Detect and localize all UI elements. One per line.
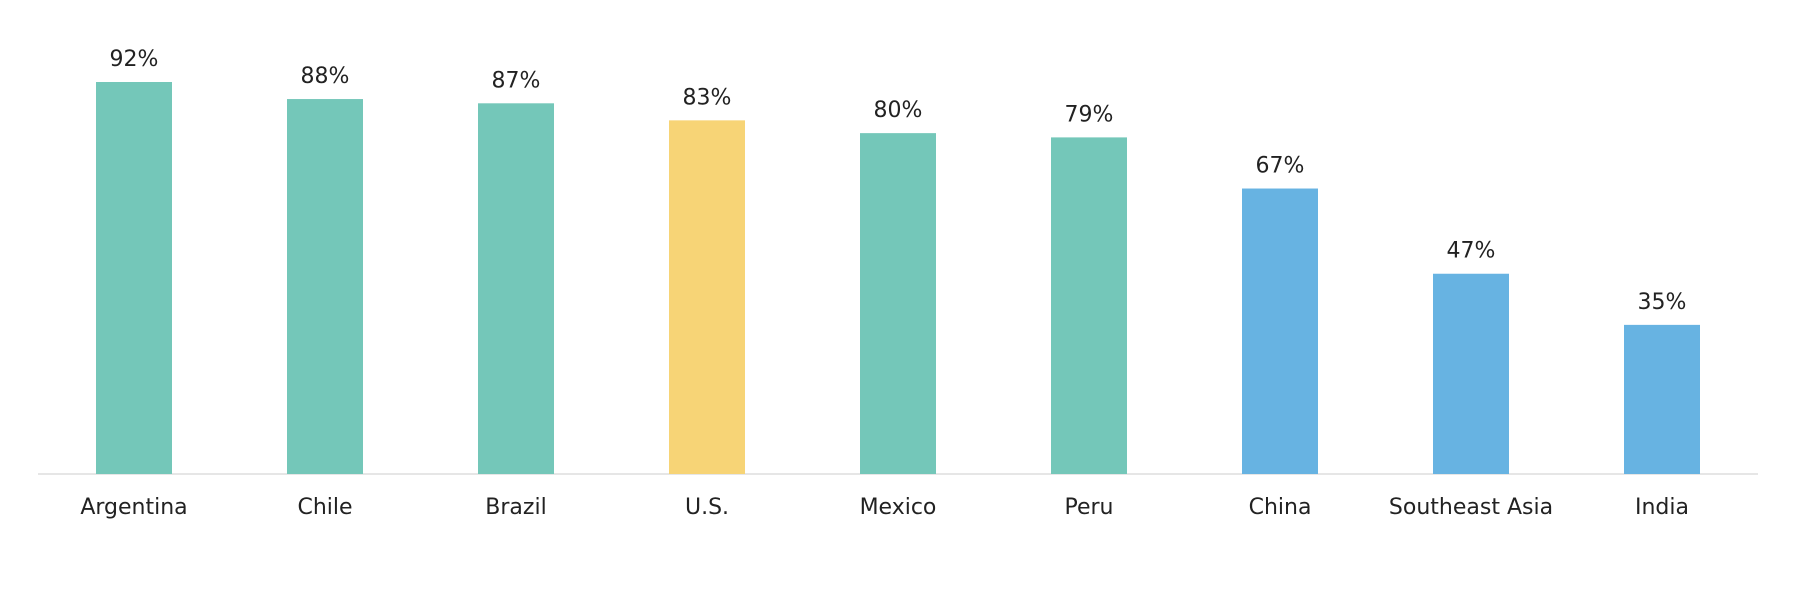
bar bbox=[287, 99, 363, 474]
value-label: 92% bbox=[110, 47, 159, 72]
x-tick-label: U.S. bbox=[685, 495, 729, 520]
value-label: 79% bbox=[1065, 102, 1114, 127]
bar bbox=[96, 82, 172, 474]
value-label: 88% bbox=[301, 64, 350, 89]
x-tick-label: Argentina bbox=[80, 495, 187, 520]
x-tick-label: Mexico bbox=[860, 495, 937, 520]
bar bbox=[1051, 137, 1127, 475]
bar bbox=[1433, 273, 1509, 474]
value-label: 87% bbox=[492, 68, 541, 93]
bar bbox=[1242, 188, 1318, 475]
x-tick-label: India bbox=[1635, 495, 1689, 520]
x-tick-label: Brazil bbox=[485, 495, 546, 520]
value-label: 67% bbox=[1256, 154, 1305, 179]
bar bbox=[860, 133, 936, 474]
x-tick-label: Peru bbox=[1064, 495, 1113, 520]
bar bbox=[1624, 324, 1700, 474]
value-label: 35% bbox=[1638, 290, 1687, 315]
value-label: 80% bbox=[874, 98, 923, 123]
value-label: 83% bbox=[683, 85, 732, 110]
bar bbox=[478, 103, 554, 474]
x-tick-label: China bbox=[1249, 495, 1312, 520]
value-label: 47% bbox=[1447, 239, 1496, 264]
bar bbox=[669, 120, 745, 474]
x-tick-label: Chile bbox=[297, 495, 352, 520]
x-tick-label: Southeast Asia bbox=[1389, 495, 1553, 520]
